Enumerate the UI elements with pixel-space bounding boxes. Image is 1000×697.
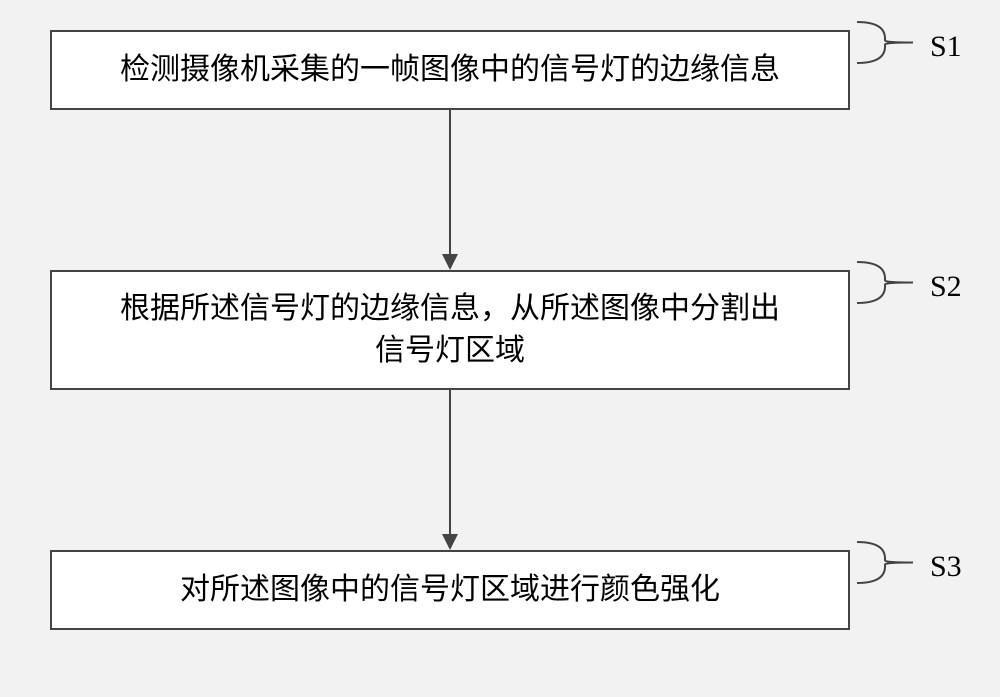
arrow-s1-s2 xyxy=(449,110,451,254)
bracket-s1 xyxy=(855,20,915,65)
step-text: 信号灯区域 xyxy=(120,330,780,372)
bracket-s2 xyxy=(855,260,915,305)
arrow-s2-s3 xyxy=(449,390,451,534)
step-label-s1: S1 xyxy=(930,30,962,64)
flow-step-s2: 根据所述信号灯的边缘信息，从所述图像中分割出信号灯区域 xyxy=(50,270,850,390)
bracket-s3 xyxy=(855,540,915,585)
step-label-s2: S2 xyxy=(930,270,962,304)
arrow-head-icon xyxy=(442,534,458,550)
step-text: 检测摄像机采集的一帧图像中的信号灯的边缘信息 xyxy=(120,49,780,91)
flow-step-s1: 检测摄像机采集的一帧图像中的信号灯的边缘信息 xyxy=(50,30,850,110)
step-text: 根据所述信号灯的边缘信息，从所述图像中分割出 xyxy=(120,288,780,330)
step-label-s3: S3 xyxy=(930,550,962,584)
step-text: 对所述图像中的信号灯区域进行颜色强化 xyxy=(180,569,720,611)
arrow-head-icon xyxy=(442,254,458,270)
flow-step-s3: 对所述图像中的信号灯区域进行颜色强化 xyxy=(50,550,850,630)
